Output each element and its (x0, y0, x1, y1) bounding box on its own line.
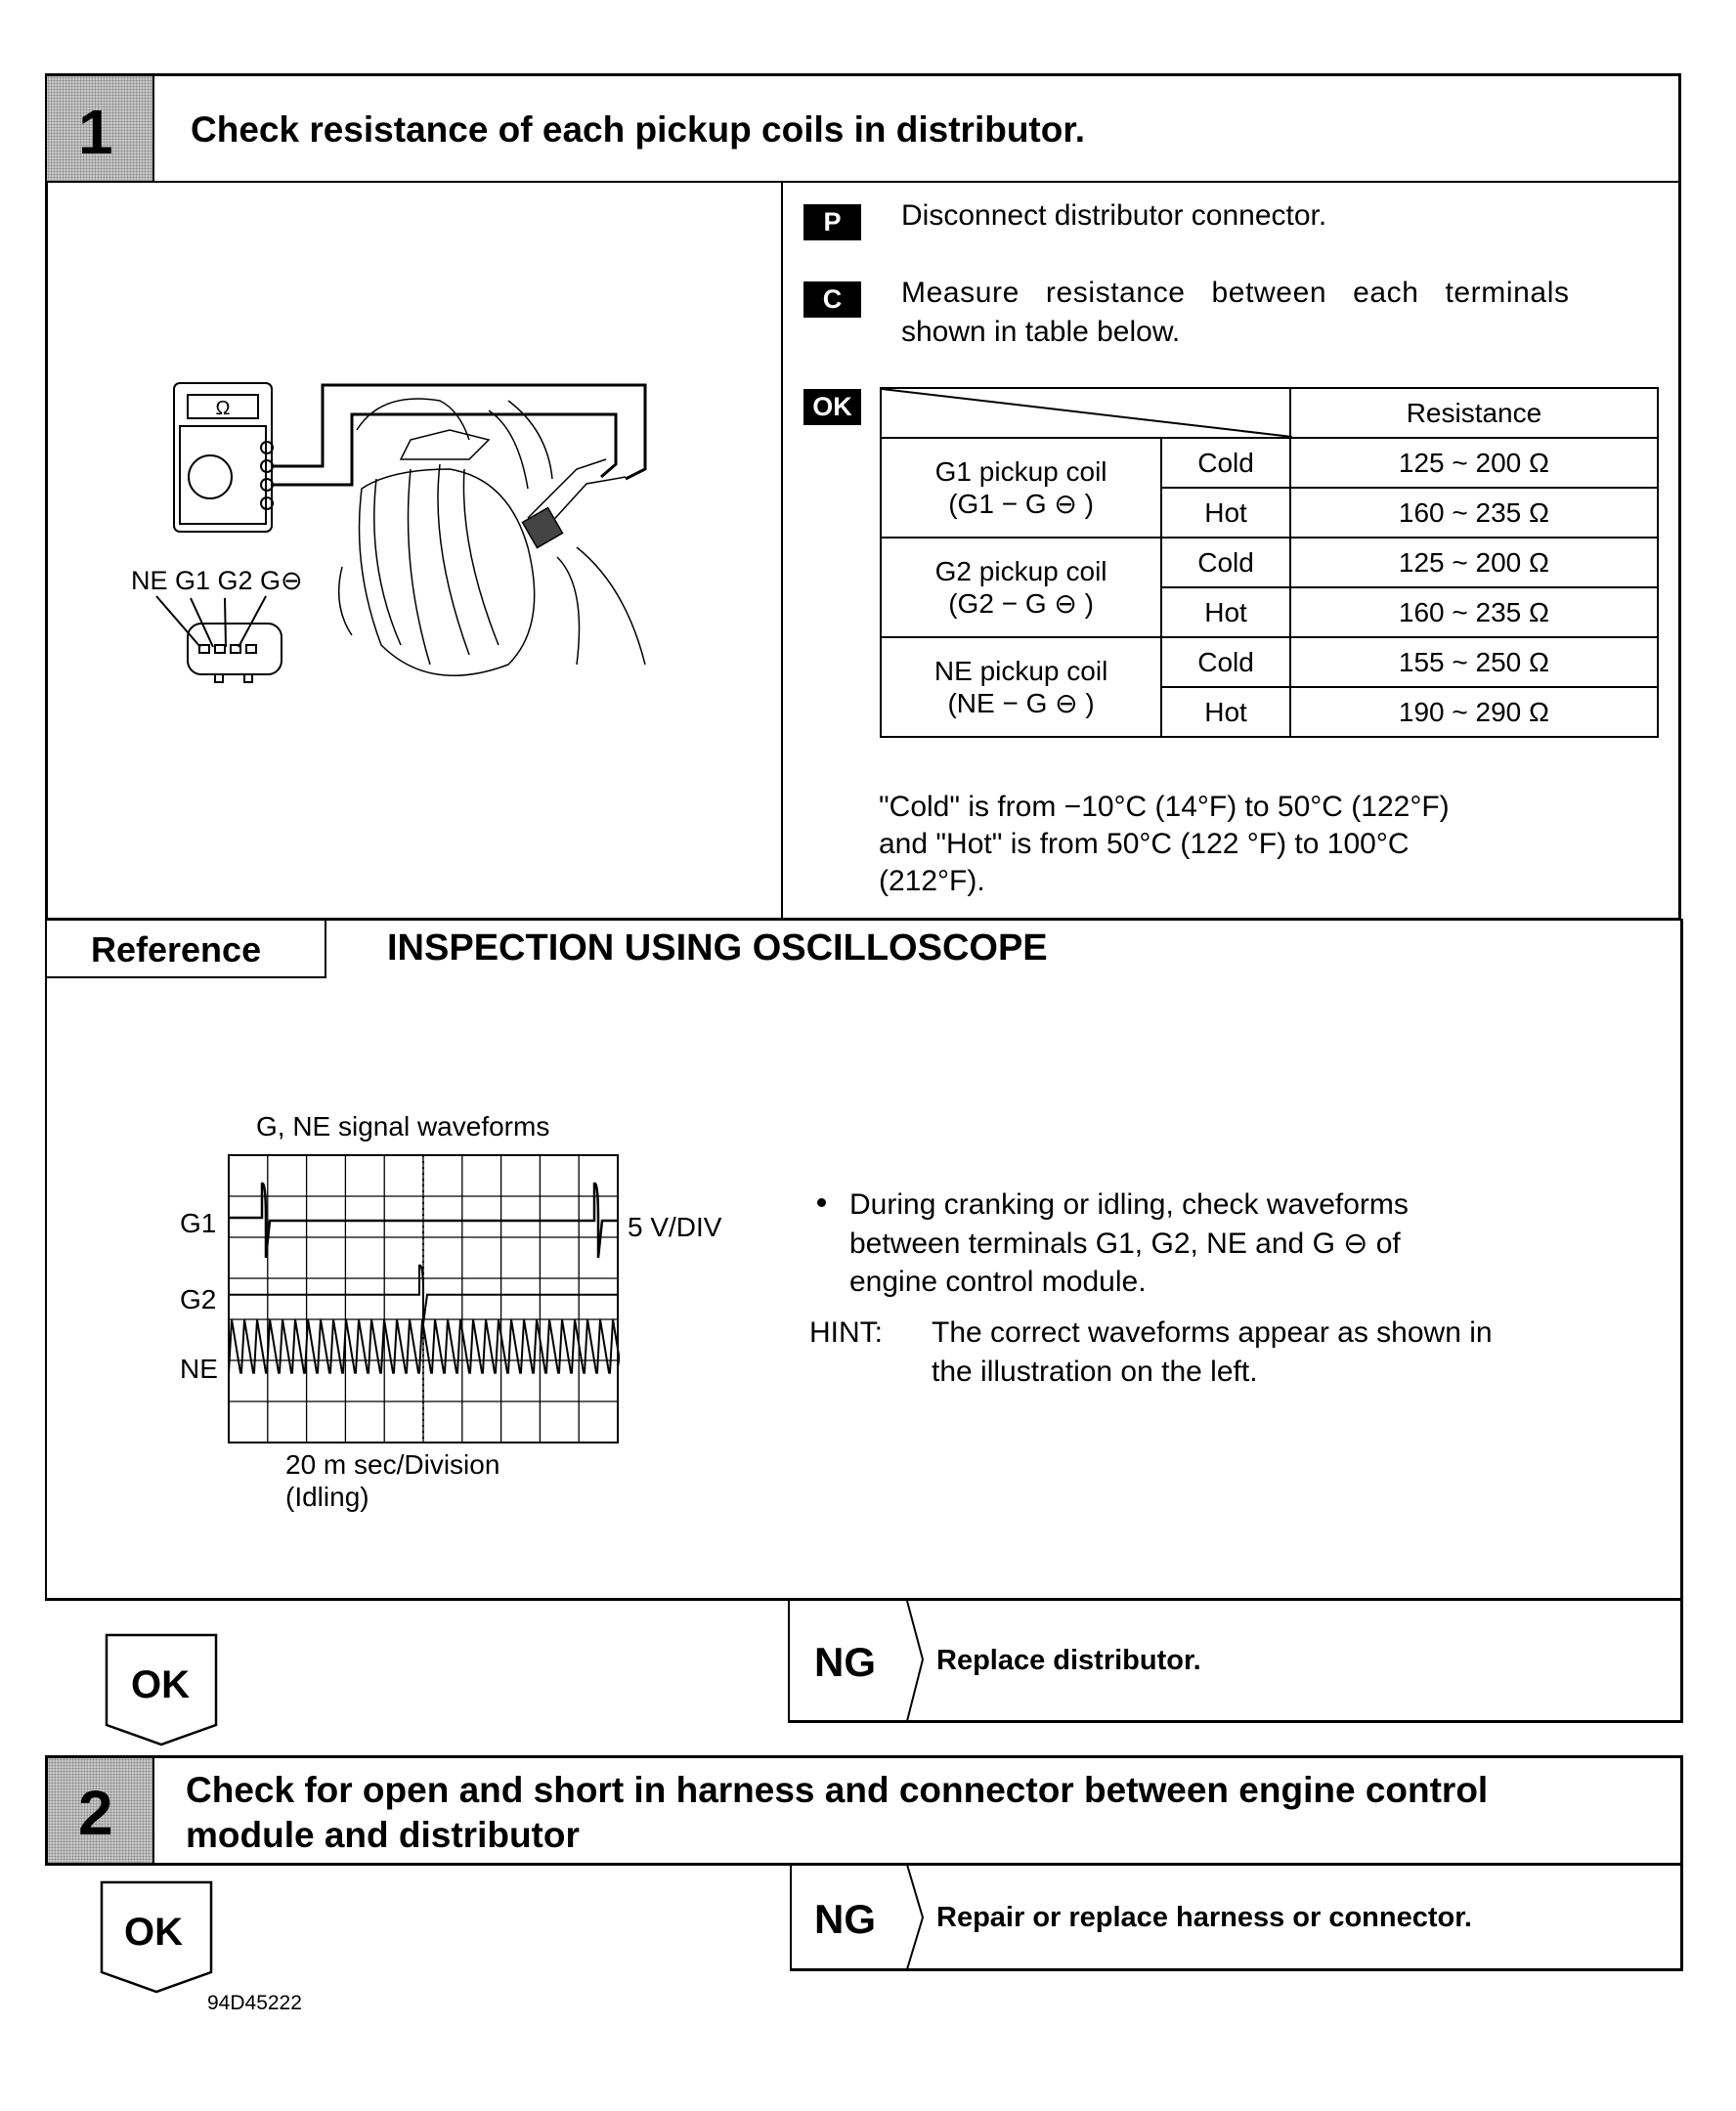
condition-cell: Hot (1160, 487, 1291, 539)
resistance-value: 125 ~ 200 Ω (1288, 537, 1660, 588)
ohmmeter-icon (173, 382, 647, 533)
connector-terminal-labels: NE G1 G2 G⊖ (131, 566, 303, 595)
ng-box-2 (790, 1865, 1683, 1971)
step2-title-line1: Check for open and short in harness and … (186, 1770, 1489, 1810)
connector-icon (155, 595, 282, 683)
distributor-engine-sketch (337, 398, 646, 676)
hint-line2: the illustration on the left. (932, 1356, 1258, 1388)
instruction-c-line1: Measure resistance between each terminal… (901, 277, 1570, 309)
bullet-line2: between terminals G1, G2, NE and G ⊖ of (849, 1228, 1401, 1260)
waveform-g1 (229, 1182, 618, 1259)
badge-ok: OK (803, 389, 861, 425)
table-header-resistance: Resistance (1288, 387, 1660, 439)
resistance-value: 160 ~ 235 Ω (1288, 586, 1660, 638)
table-row: G1 pickup coil (G1 − G ⊖ ) Cold 125 ~ 200… (879, 437, 1660, 539)
oscilloscope-waveform-display (228, 1154, 620, 1443)
waveform-g2 (229, 1264, 618, 1324)
step1-number-cell (47, 76, 154, 182)
reference-title: INSPECTION USING OSCILLOSCOPE (387, 927, 1048, 969)
badge-p: P (803, 204, 861, 240)
resistance-value: 190 ~ 290 Ω (1288, 686, 1660, 738)
waveform-ne (228, 1318, 620, 1374)
step2-number-cell (48, 1758, 154, 1863)
distributor-illustration: Ω NE G1 G2 G⊖ (131, 382, 647, 683)
condition-cell: Cold (1160, 537, 1291, 588)
ok-label-1: OK (131, 1663, 190, 1706)
bullet-line1: During cranking or idling, check wavefor… (849, 1188, 1409, 1221)
ng-label-1: NG (814, 1639, 876, 1685)
condition-cell: Hot (1160, 586, 1291, 638)
temperature-note-line1: "Cold" is from −10°C (14°F) to 50°C (122… (879, 791, 1450, 823)
hint-line1: The correct waveforms appear as shown in (932, 1316, 1493, 1349)
resistance-value: 155 ~ 250 Ω (1288, 636, 1660, 688)
coil-name: G1 pickup coil (934, 455, 1107, 487)
table-row: Hot 160 ~ 235 Ω (881, 586, 1660, 638)
step2-number: 2 (78, 1778, 113, 1848)
table-row: NE pickup coil (NE − G ⊖ ) Cold 155 ~ 250… (879, 636, 1660, 738)
step2-header (45, 1755, 1683, 1866)
scope-title: G, NE signal waveforms (256, 1111, 550, 1142)
coil-terminals: (NE − G ⊖ ) (947, 687, 1095, 718)
condition-cell: Hot (1160, 686, 1291, 738)
instruction-p-text: Disconnect distributor connector. (901, 199, 1327, 232)
scope-vdiv: 5 V/DIV (628, 1212, 722, 1242)
resistance-value: 125 ~ 200 Ω (1288, 437, 1660, 489)
coil-cell-g1: G1 pickup coil (G1 − G ⊖ ) (879, 437, 1163, 539)
scope-channel-g1: G1 (180, 1208, 217, 1238)
ok-arrow-2[interactable] (100, 1880, 217, 1996)
table-row: G2 pickup coil (G2 − G ⊖ ) Cold 125 ~ 200… (879, 537, 1660, 638)
scope-channel-g2: G2 (180, 1284, 217, 1314)
coil-terminals: (G1 − G ⊖ ) (948, 488, 1094, 519)
table-row: Hot 190 ~ 290 Ω (881, 686, 1660, 738)
coil-terminals: (G2 − G ⊖ ) (948, 587, 1094, 619)
hint-label: HINT: (809, 1316, 883, 1349)
ng-chevron-1 (906, 1601, 925, 1721)
table-row: Hot 160 ~ 235 Ω (881, 487, 1660, 539)
table-header-row: Resistance (880, 387, 1660, 439)
resistance-value: 160 ~ 235 Ω (1288, 487, 1660, 539)
reference-label-box (45, 919, 326, 978)
reference-label: Reference (91, 929, 262, 969)
condition-cell: Cold (1160, 437, 1291, 489)
bullet-line3: engine control module. (849, 1266, 1147, 1298)
coil-name: NE pickup coil (933, 655, 1108, 686)
ng-box-1 (788, 1599, 1683, 1723)
scope-channel-ne: NE (180, 1354, 218, 1384)
bullet-icon (817, 1198, 826, 1207)
ok-label-2: OK (124, 1911, 183, 1954)
step2-title-line2: module and distributor (186, 1815, 580, 1855)
ng-action-2[interactable]: Repair or replace harness or connector. (936, 1902, 1472, 1933)
step1-header-divider (45, 181, 1681, 183)
table-diagonal-cell (880, 387, 1292, 439)
figure-code: 94D45222 (207, 1992, 302, 2014)
step1-number: 1 (78, 97, 113, 167)
badge-c: C (803, 281, 861, 318)
temperature-note-line3: (212°F). (879, 865, 985, 897)
condition-cell: Cold (1160, 636, 1291, 688)
ng-chevron-2 (906, 1865, 925, 1969)
step1-title: Check resistance of each pickup coils in… (191, 109, 1085, 150)
scope-condition: (Idling) (285, 1482, 369, 1512)
ohm-symbol: Ω (216, 398, 231, 419)
coil-name: G2 pickup coil (934, 555, 1107, 586)
scope-timebase: 20 m sec/Division (285, 1449, 500, 1480)
instruction-c-line2: shown in table below. (901, 316, 1181, 348)
coil-cell-ne: NE pickup coil (NE − G ⊖ ) (879, 636, 1163, 738)
resistance-table: Resistance G1 pickup coil (G1 − G ⊖ ) Col… (879, 387, 1660, 738)
ng-label-2: NG (814, 1896, 876, 1942)
ok-arrow-1[interactable] (105, 1633, 222, 1748)
temperature-note-line2: and "Hot" is from 50°C (122 °F) to 100°C (879, 828, 1410, 860)
coil-cell-g2: G2 pickup coil (G2 − G ⊖ ) (879, 537, 1163, 638)
step1-column-divider (781, 182, 783, 920)
ng-action-1[interactable]: Replace distributor. (936, 1645, 1201, 1676)
